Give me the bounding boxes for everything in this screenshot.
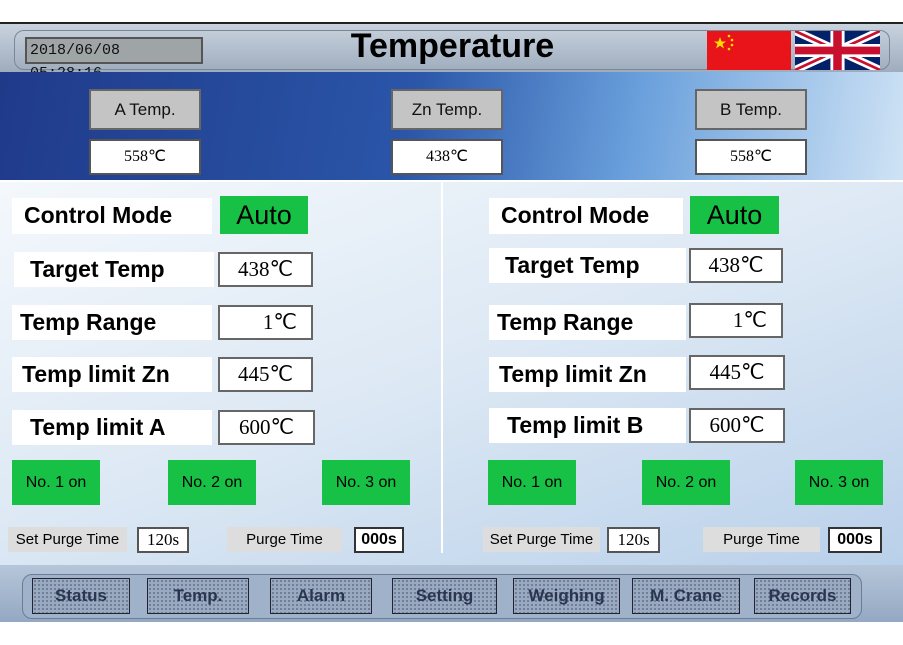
heater-1-button[interactable]: No. 1 on — [488, 460, 576, 505]
temp-range-label: Temp Range — [12, 305, 212, 340]
header-frame — [14, 30, 890, 70]
temp-limit-b-label: Temp limit B — [489, 408, 686, 443]
target-temp-input[interactable]: 438℃ — [218, 252, 313, 287]
nav-m-crane[interactable]: M. Crane — [632, 578, 740, 614]
heater-1-button[interactable]: No. 1 on — [12, 460, 100, 505]
temp-limit-zn-label: Temp limit Zn — [489, 357, 686, 392]
b-temp-button[interactable]: B Temp. — [695, 89, 807, 130]
purge-time-value: 000s — [828, 527, 882, 553]
temp-range-input[interactable]: 1℃ — [689, 303, 783, 338]
target-temp-label: Target Temp — [14, 252, 214, 287]
b-temp-value: 558℃ — [695, 139, 807, 175]
header-bar: 2018/06/08 05:28:16 Temperature — [0, 22, 903, 82]
set-purge-time-input[interactable]: 120s — [607, 527, 660, 553]
temp-limit-a-label: Temp limit A — [12, 410, 212, 445]
heater-2-button[interactable]: No. 2 on — [642, 460, 730, 505]
control-mode-value[interactable]: Auto — [690, 196, 779, 234]
target-temp-label: Target Temp — [489, 248, 686, 283]
control-mode-label: Control Mode — [489, 198, 683, 234]
temp-limit-a-input[interactable]: 600℃ — [218, 410, 315, 445]
zn-temp-button[interactable]: Zn Temp. — [391, 89, 503, 130]
heater-2-button[interactable]: No. 2 on — [168, 460, 256, 505]
control-mode-label: Control Mode — [12, 198, 212, 234]
heater-3-button[interactable]: No. 3 on — [322, 460, 410, 505]
set-purge-time-input[interactable]: 120s — [137, 527, 189, 553]
purge-time-label: Purge Time — [703, 527, 820, 552]
purge-time-value: 000s — [354, 527, 404, 553]
nav-weighing[interactable]: Weighing — [513, 578, 620, 614]
panel-divider — [441, 180, 443, 553]
nav-setting[interactable]: Setting — [392, 578, 497, 614]
set-purge-time-label: Set Purge Time — [483, 527, 600, 552]
target-temp-input[interactable]: 438℃ — [689, 248, 783, 283]
heater-3-button[interactable]: No. 3 on — [795, 460, 883, 505]
a-temp-value: 558℃ — [89, 139, 201, 175]
nav-temp[interactable]: Temp. — [147, 578, 249, 614]
a-temp-button[interactable]: A Temp. — [89, 89, 201, 130]
readings-banner: A Temp. 558℃ Zn Temp. 438℃ B Temp. 558℃ — [0, 72, 903, 180]
bottom-nav: Status Temp. Alarm Setting Weighing M. C… — [0, 565, 903, 622]
nav-status[interactable]: Status — [32, 578, 130, 614]
china-flag-icon[interactable] — [707, 31, 791, 70]
set-purge-time-label: Set Purge Time — [8, 527, 127, 552]
temp-limit-zn-input[interactable]: 445℃ — [218, 357, 313, 392]
nav-records[interactable]: Records — [754, 578, 851, 614]
purge-time-label: Purge Time — [227, 527, 342, 552]
temp-limit-zn-input[interactable]: 445℃ — [689, 355, 785, 390]
zn-temp-value: 438℃ — [391, 139, 503, 175]
temp-limit-b-input[interactable]: 600℃ — [689, 408, 785, 443]
uk-flag-icon[interactable] — [793, 27, 882, 74]
temp-range-label: Temp Range — [489, 305, 686, 340]
control-mode-value[interactable]: Auto — [220, 196, 308, 234]
temp-limit-zn-label: Temp limit Zn — [12, 357, 212, 392]
nav-alarm[interactable]: Alarm — [270, 578, 372, 614]
datetime-display: 2018/06/08 05:28:16 — [25, 37, 203, 82]
temp-range-input[interactable]: 1℃ — [218, 305, 313, 340]
page-title: Temperature — [350, 27, 555, 65]
